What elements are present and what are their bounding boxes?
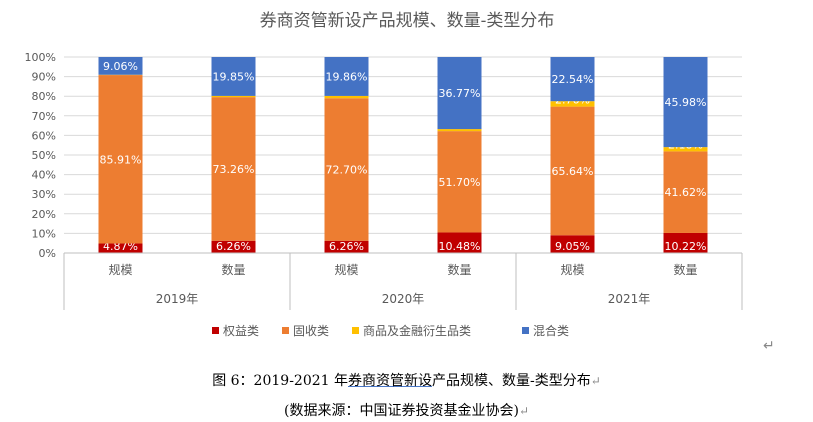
y-tick-label: 60%	[32, 129, 56, 142]
legend-label: 权益类	[223, 324, 259, 338]
bar-segment	[211, 57, 256, 96]
data-label: 22.54%	[552, 73, 594, 86]
bar-segment	[98, 57, 143, 75]
bar-segment	[324, 95, 369, 99]
y-tick-label: 20%	[32, 208, 56, 221]
x-group-label: 2020年	[382, 292, 425, 306]
data-label: 41.62%	[665, 186, 707, 199]
caption-prefix: 图 6：2019-2021 年	[212, 373, 348, 389]
x-category-label: 数量	[221, 262, 245, 277]
legend-swatch	[212, 327, 219, 334]
gridlines	[64, 56, 742, 254]
bar-segment	[550, 235, 595, 253]
legend-swatch	[352, 327, 359, 334]
bar-segment	[663, 57, 708, 148]
data-label: 51.70%	[439, 176, 481, 189]
data-label: 6.26%	[329, 240, 364, 253]
data-label: 19.85%	[213, 70, 255, 83]
y-tick-label: 100%	[25, 51, 56, 64]
bar-segment	[211, 95, 256, 98]
bar-segment	[663, 147, 708, 152]
bar-segment	[437, 57, 482, 130]
x-category-label: 数量	[447, 262, 471, 277]
bar-segment	[324, 98, 369, 241]
y-tick-label: 10%	[32, 227, 56, 240]
bar-segment	[437, 232, 482, 253]
bar-segment	[663, 151, 708, 233]
y-tick-label: 30%	[32, 188, 56, 201]
y-tick-label: 0%	[39, 247, 56, 260]
bar-segment	[98, 243, 143, 253]
data-label: 45.98%	[665, 96, 707, 109]
source-caption: (数据来源：中国证券投资基金业协会)↵	[0, 400, 813, 420]
y-tick-label: 50%	[32, 149, 56, 162]
bar-segment	[550, 101, 595, 107]
data-label: 9.06%	[103, 60, 138, 73]
x-group-label: 2019年	[156, 292, 199, 306]
y-tick-label: 80%	[32, 90, 56, 103]
bar-segment	[550, 106, 595, 236]
data-label: 85.91%	[100, 153, 142, 166]
bar-segment	[211, 97, 256, 241]
x-category-label: 数量	[673, 262, 697, 277]
bar-segment	[437, 131, 482, 233]
data-label: 9.05%	[555, 240, 590, 253]
source-return-mark: ↵	[518, 404, 529, 418]
figure-caption: 图 6：2019-2021 年券商资管新设产品规模、数量-类型分布↵	[0, 370, 813, 390]
legend-swatch	[282, 327, 289, 334]
data-label: 73.26%	[213, 163, 255, 176]
data-label: 10.48%	[439, 240, 481, 253]
y-axis: 0% 10% 20% 30% 40% 50% 60% 70% 80% 90% 100%	[25, 51, 56, 260]
data-label: 6.26%	[216, 240, 251, 253]
data-label: 10.22%	[665, 240, 707, 253]
bar-segment	[324, 57, 369, 96]
x-axis: 规模 数量 规模 数量 规模 数量 2019年 2020年 2021年	[63, 252, 743, 310]
x-category-label: 规模	[560, 262, 584, 277]
legend-label: 混合类	[533, 323, 569, 338]
legend-label: 固收类	[293, 324, 329, 338]
source-text: (数据来源：中国证券投资基金业协会)	[284, 403, 519, 419]
chart-title: 券商资管新设产品规模、数量-类型分布	[260, 11, 555, 31]
caption-suffix: 产品规模、数量-类型分布	[432, 373, 591, 389]
data-label: 72.70%	[326, 163, 368, 176]
legend: 权益类 固收类 商品及金融衍生品类 混合类	[212, 323, 569, 338]
data-label: 36.77%	[439, 87, 481, 100]
stacked-bar-chart: 券商资管新设产品规模、数量-类型分布 0% 10% 20% 30% 40% 50% 60% 7…	[25, 11, 743, 338]
y-tick-label: 90%	[32, 71, 56, 84]
bar-segment	[550, 57, 595, 102]
bar-segment	[437, 129, 482, 132]
bar-segment	[211, 240, 256, 253]
legend-swatch	[522, 327, 529, 334]
bar-segment	[98, 75, 143, 244]
y-tick-label: 70%	[32, 110, 56, 123]
caption-underlined: 券商资管新设	[348, 373, 432, 389]
data-label: 19.86%	[326, 70, 368, 83]
x-category-label: 规模	[334, 262, 358, 277]
y-tick-label: 40%	[32, 169, 56, 182]
bar-segment	[324, 240, 369, 253]
x-group-label: 2021年	[608, 292, 651, 306]
return-mark: ↵	[763, 338, 775, 354]
data-label: 65.64%	[552, 165, 594, 178]
x-category-label: 规模	[108, 262, 132, 277]
legend-label: 商品及金融衍生品类	[363, 323, 471, 338]
bars: 4.87%85.91%0.16%9.06%6.26%73.26%0.63%19.…	[98, 57, 708, 253]
bar-segment	[663, 232, 708, 253]
caption-return-mark: ↵	[590, 374, 601, 388]
